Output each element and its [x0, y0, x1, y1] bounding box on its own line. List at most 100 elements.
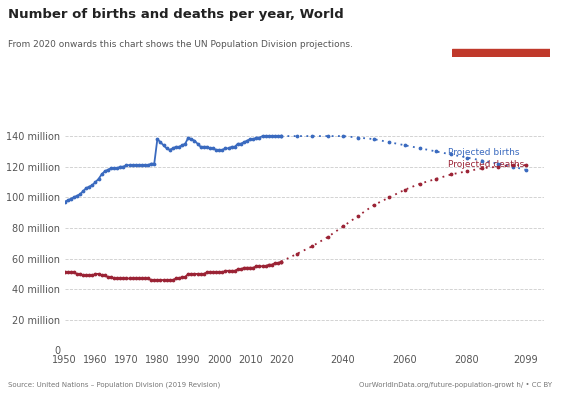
- Point: [338, 223, 347, 230]
- Point: [215, 269, 224, 276]
- Point: [144, 162, 153, 168]
- Point: [184, 271, 193, 277]
- Point: [509, 162, 518, 168]
- Point: [211, 147, 220, 153]
- Point: [277, 133, 286, 139]
- Point: [292, 251, 301, 257]
- Point: [153, 277, 162, 283]
- Point: [85, 272, 94, 279]
- Point: [493, 164, 502, 170]
- Point: [91, 271, 100, 277]
- Point: [113, 275, 122, 282]
- Bar: [452, 48, 550, 57]
- Point: [199, 144, 208, 150]
- Point: [264, 133, 273, 139]
- Point: [181, 274, 190, 280]
- Point: [88, 272, 97, 279]
- Point: [165, 147, 174, 153]
- Point: [323, 133, 332, 139]
- Point: [134, 162, 143, 168]
- Point: [187, 271, 196, 277]
- Point: [134, 275, 143, 282]
- Point: [137, 162, 146, 168]
- Point: [162, 277, 171, 283]
- Point: [277, 133, 286, 139]
- Point: [215, 147, 224, 153]
- Point: [100, 168, 109, 175]
- Point: [354, 135, 363, 141]
- Point: [76, 191, 85, 198]
- Point: [258, 263, 267, 269]
- Point: [493, 160, 502, 167]
- Point: [236, 266, 245, 272]
- Point: [252, 263, 261, 269]
- Point: [268, 133, 277, 139]
- Point: [307, 243, 316, 249]
- Point: [137, 275, 146, 282]
- Point: [172, 144, 181, 150]
- Point: [416, 145, 425, 152]
- Point: [242, 265, 251, 271]
- Point: [218, 269, 227, 276]
- Point: [187, 136, 196, 142]
- Point: [277, 259, 286, 265]
- Point: [150, 160, 159, 167]
- Text: Number of births and deaths per year, World: Number of births and deaths per year, Wo…: [8, 8, 344, 21]
- Point: [131, 162, 140, 168]
- Point: [224, 145, 233, 152]
- Point: [190, 271, 199, 277]
- Point: [509, 164, 518, 170]
- Point: [261, 263, 270, 269]
- Point: [178, 142, 187, 148]
- Point: [156, 139, 165, 145]
- Point: [184, 135, 193, 141]
- Point: [224, 268, 233, 274]
- Point: [174, 144, 183, 150]
- Point: [431, 148, 440, 154]
- Point: [119, 275, 128, 282]
- Point: [193, 141, 202, 147]
- Point: [94, 271, 103, 277]
- Point: [100, 272, 109, 279]
- Point: [416, 181, 425, 187]
- Point: [209, 269, 218, 276]
- Point: [94, 176, 103, 182]
- Point: [109, 275, 118, 282]
- Point: [150, 277, 159, 283]
- Point: [196, 271, 205, 277]
- Point: [146, 277, 155, 283]
- Point: [240, 139, 249, 145]
- Point: [338, 133, 347, 139]
- Point: [128, 275, 137, 282]
- Point: [209, 145, 218, 152]
- Point: [264, 261, 273, 268]
- Point: [113, 165, 122, 171]
- Point: [211, 269, 220, 276]
- Point: [249, 136, 257, 142]
- Point: [107, 274, 116, 280]
- Point: [76, 271, 85, 277]
- Point: [230, 268, 239, 274]
- Point: [107, 165, 116, 171]
- Point: [128, 162, 137, 168]
- Point: [221, 268, 230, 274]
- Point: [156, 277, 165, 283]
- Point: [249, 265, 257, 271]
- Point: [233, 141, 242, 147]
- Point: [401, 187, 410, 193]
- Point: [63, 197, 72, 204]
- Point: [478, 158, 487, 164]
- Point: [116, 164, 125, 170]
- Point: [144, 275, 153, 282]
- Point: [70, 194, 79, 200]
- Point: [88, 182, 97, 188]
- Text: Source: United Nations – Population Division (2019 Revision): Source: United Nations – Population Divi…: [8, 382, 220, 388]
- Point: [63, 269, 72, 276]
- Point: [227, 268, 236, 274]
- Point: [82, 272, 91, 279]
- Point: [140, 162, 149, 168]
- Point: [168, 277, 177, 283]
- Point: [125, 162, 134, 168]
- Point: [181, 141, 190, 147]
- Point: [82, 185, 91, 191]
